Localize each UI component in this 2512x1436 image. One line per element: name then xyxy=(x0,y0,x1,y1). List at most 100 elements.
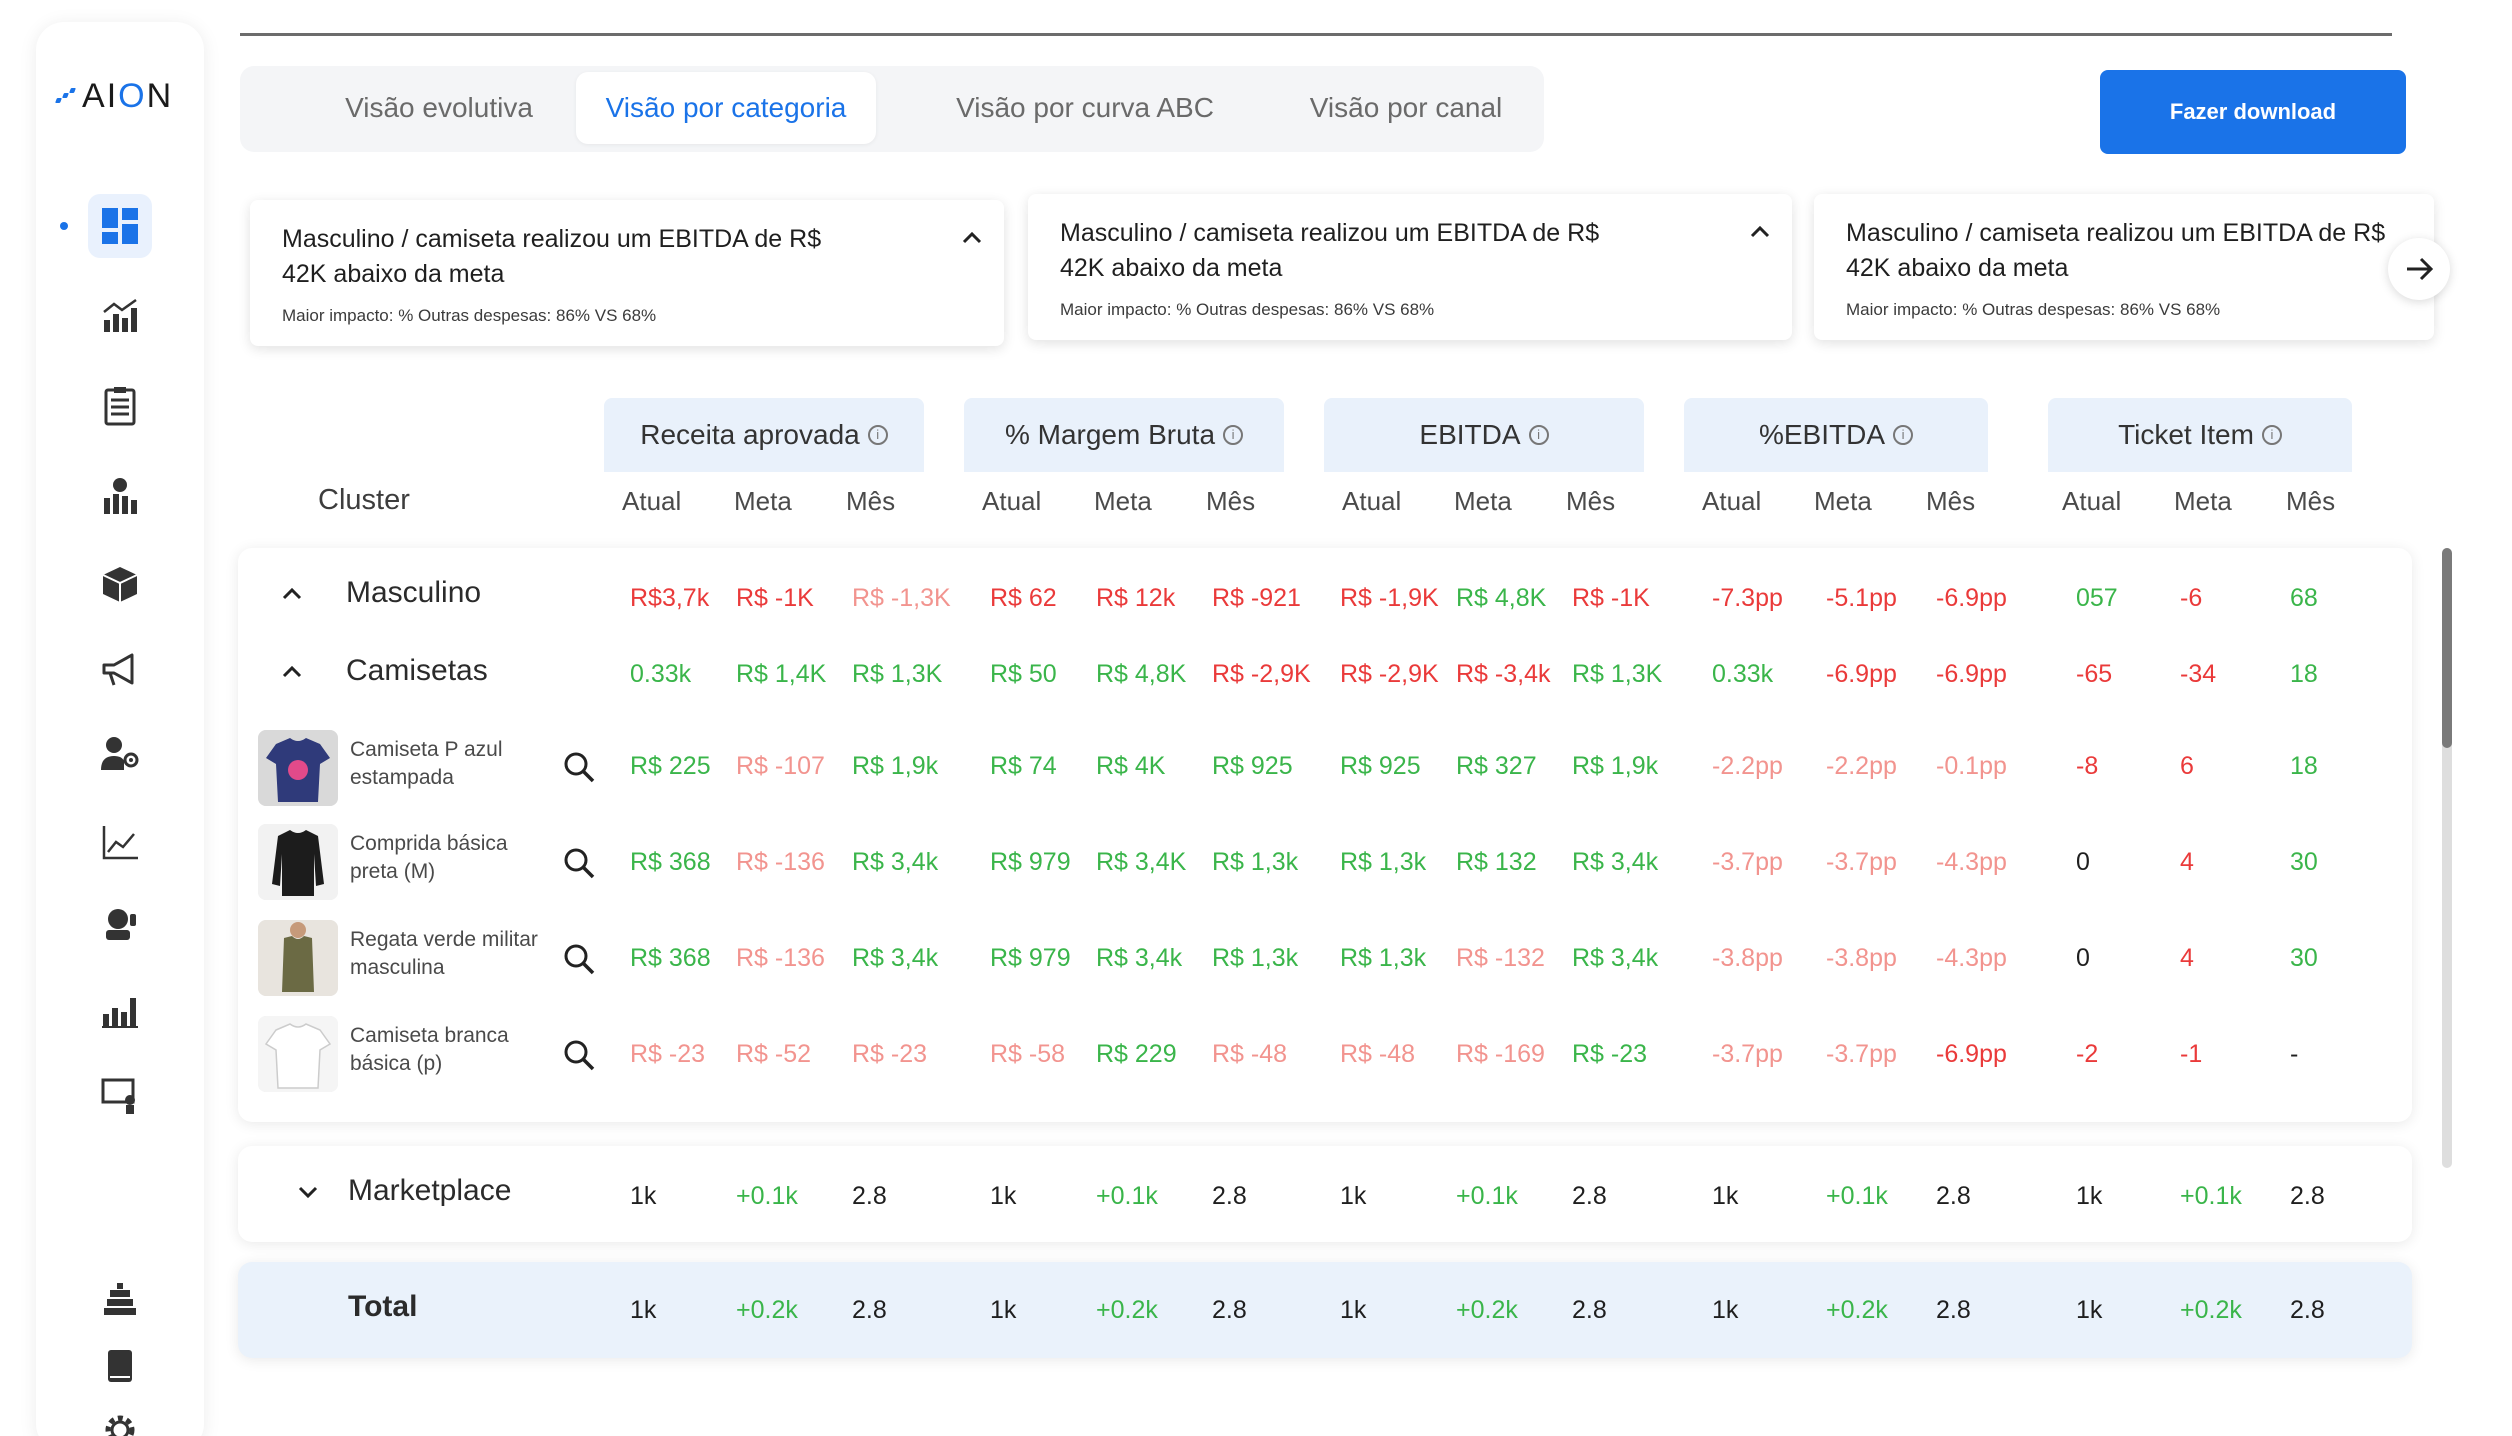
support-icon[interactable] xyxy=(88,892,152,956)
value-cell: 30 xyxy=(2290,848,2318,876)
gear-icon[interactable] xyxy=(88,1398,152,1436)
insight-card[interactable]: Masculino / camiseta realizou um EBITDA … xyxy=(250,200,1004,346)
chevron-up-icon[interactable] xyxy=(278,658,306,686)
info-icon[interactable]: i xyxy=(1893,425,1914,445)
chevron-up-icon[interactable] xyxy=(278,580,306,608)
sidebar: AION xyxy=(36,22,204,1436)
category-panel: Masculino R$3,7k R$ -1K R$ -1,3K R$ 62 R$ 12… xyxy=(238,548,2412,1122)
value-cell: +0.2k xyxy=(1096,1296,1158,1324)
product-image xyxy=(258,730,338,806)
value-cell: R$ 1,3k xyxy=(1212,944,1299,972)
search-icon[interactable] xyxy=(562,942,596,976)
value-cell: +0.1k xyxy=(1096,1182,1158,1210)
value-cell: +0.1k xyxy=(736,1182,798,1210)
product-name: Camiseta P azul estampada xyxy=(350,738,503,789)
value-cell: R$ -3,4k xyxy=(1456,660,1551,688)
value-cell: 1k xyxy=(630,1182,657,1210)
chevron-down-icon[interactable] xyxy=(294,1178,322,1206)
tab-visao-evolutiva[interactable]: Visão evolutiva xyxy=(345,92,533,123)
product-row[interactable]: Camiseta branca básica (p) R$ -23 R$ -52 R… xyxy=(238,1004,2412,1094)
tab-visao-por-curva-abc[interactable]: Visão por curva ABC xyxy=(956,92,1214,123)
info-icon[interactable]: i xyxy=(1528,425,1549,445)
insight-title: Masculino / camiseta realizou um EBITDA … xyxy=(282,225,822,288)
value-cell: 1k xyxy=(990,1296,1017,1324)
value-cell: 2.8 xyxy=(2290,1296,2325,1324)
total-label: Total xyxy=(348,1290,418,1323)
value-cell: R$ -23 xyxy=(1572,1040,1648,1068)
insight-subtitle: Maior impacto: % Outras despesas: 86% VS… xyxy=(1060,300,1435,319)
product-name: Regata verde militar masculina xyxy=(350,928,538,979)
insight-card[interactable]: Masculino / camiseta realizou um EBITDA … xyxy=(1814,194,2434,340)
scroll-thumb[interactable] xyxy=(2442,548,2452,748)
value-cell: R$ 50 xyxy=(990,660,1057,688)
value-cell: 2.8 xyxy=(1572,1182,1607,1210)
info-icon[interactable]: i xyxy=(1223,425,1244,445)
aion-logo[interactable]: AION xyxy=(55,66,206,126)
megaphone-icon[interactable] xyxy=(88,638,152,702)
product-name: Camiseta branca básica (p) xyxy=(350,1024,509,1075)
value-cell: R$3,7k xyxy=(630,584,710,612)
tab-visao-por-canal[interactable]: Visão por canal xyxy=(1309,92,1503,123)
info-icon[interactable]: i xyxy=(867,425,888,445)
value-cell: 2.8 xyxy=(1936,1182,1971,1210)
search-icon[interactable] xyxy=(562,1038,596,1072)
cluster-column-header: Cluster xyxy=(318,484,410,516)
value-cell: R$ -107 xyxy=(736,752,825,780)
download-button[interactable]: Fazer download xyxy=(2100,70,2406,154)
value-cell: -3.8pp xyxy=(1826,944,1897,972)
finance-bars-icon[interactable] xyxy=(88,464,152,528)
value-cell: -5.1pp xyxy=(1826,584,1897,612)
trend-line-icon[interactable] xyxy=(88,810,152,874)
info-icon[interactable]: i xyxy=(2261,425,2282,445)
chevron-up-icon[interactable] xyxy=(958,224,986,252)
value-cell: 057 xyxy=(2076,584,2118,612)
table-row[interactable]: Camisetas 0.33k R$ 1,4K R$ 1,3K R$ 50 R$ 4,8… xyxy=(238,626,2412,716)
tab-visao-por-categoria[interactable]: Visão por categoria xyxy=(576,72,876,144)
value-cell: 4 xyxy=(2180,944,2194,972)
book-icon[interactable] xyxy=(88,1334,152,1398)
product-row[interactable]: Camiseta P azul estampada R$ 225 R$ -107 R… xyxy=(238,718,2412,808)
report-list-icon[interactable] xyxy=(88,374,152,438)
insight-card[interactable]: Masculino / camiseta realizou um EBITDA … xyxy=(1028,194,1792,340)
value-cell: 18 xyxy=(2290,752,2318,780)
value-cell: -34 xyxy=(2180,660,2217,688)
package-icon[interactable] xyxy=(88,552,152,616)
value-cell: +0.2k xyxy=(1456,1296,1518,1324)
value-cell: R$ 3,4k xyxy=(1096,944,1183,972)
user-settings-icon[interactable] xyxy=(88,722,152,786)
value-cell: -6.9pp xyxy=(1936,584,2007,612)
subcolumn-header: Mês xyxy=(1206,486,1256,516)
subcolumn-header: Meta xyxy=(734,486,792,516)
marketplace-panel[interactable]: Marketplace 1k +0.1k 2.8 1k +0.1k 2.8 1k +0.1k 2… xyxy=(238,1146,2412,1242)
value-cell: R$ 225 xyxy=(630,752,711,780)
value-cell: R$ 1,3K xyxy=(1572,660,1663,688)
stack-icon[interactable] xyxy=(88,1268,152,1332)
value-cell: R$ -52 xyxy=(736,1040,812,1068)
product-row[interactable]: Comprida básica preta (M) R$ 368 R$ -136 R… xyxy=(238,812,2412,902)
bar-chart-icon[interactable] xyxy=(88,978,152,1042)
subcolumn-header: Mês xyxy=(846,486,896,516)
value-cell: R$ 3,4k xyxy=(1572,944,1659,972)
subcolumn-header: Atual xyxy=(982,486,1042,516)
value-cell: R$ -48 xyxy=(1340,1040,1416,1068)
value-cell: R$ 1,9k xyxy=(1572,752,1659,780)
search-icon[interactable] xyxy=(562,750,596,784)
next-insight-button[interactable] xyxy=(2388,238,2450,300)
subcolumn-header: Mês xyxy=(2286,486,2336,516)
subcolumn-header: Mês xyxy=(1566,486,1616,516)
subcolumn-header: Atual xyxy=(622,486,682,516)
value-cell: -65 xyxy=(2076,660,2113,688)
table-row[interactable]: Masculino R$3,7k R$ -1K R$ -1,3K R$ 62 R$ 12… xyxy=(238,548,2412,638)
value-cell: R$ 74 xyxy=(990,752,1057,780)
product-row[interactable]: Regata verde militar masculina R$ 368 R$ … xyxy=(238,908,2412,998)
chevron-up-icon[interactable] xyxy=(1746,218,1774,246)
dashboard-icon[interactable] xyxy=(88,194,152,258)
chart-bar-icon[interactable] xyxy=(88,284,152,348)
presentation-icon[interactable] xyxy=(88,1064,152,1128)
search-icon[interactable] xyxy=(562,846,596,880)
value-cell: +0.1k xyxy=(1826,1182,1888,1210)
value-cell: 0.33k xyxy=(1712,660,1774,688)
value-cell: 2.8 xyxy=(1212,1296,1247,1324)
scrollbar[interactable] xyxy=(2442,548,2452,1168)
value-cell: R$ 12k xyxy=(1096,584,1176,612)
